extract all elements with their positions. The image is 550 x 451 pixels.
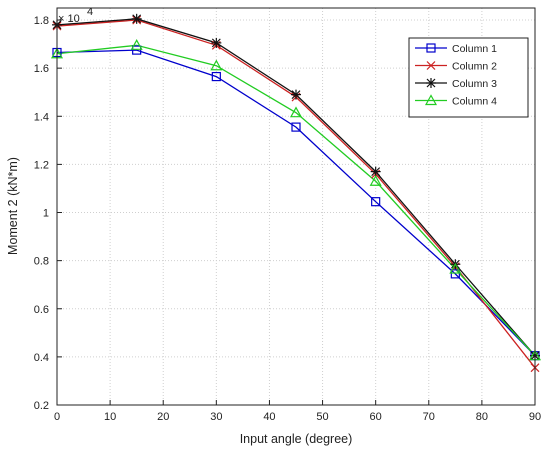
- axis-ticks: [56, 19, 536, 406]
- y-scale-base: × 10: [58, 13, 80, 25]
- series-4-point: [369, 175, 382, 186]
- y-tick-label: 1: [43, 208, 49, 220]
- x-tick-label: 30: [210, 411, 222, 423]
- series-1-point: [291, 122, 301, 132]
- y-tick-label: 1.2: [34, 159, 49, 171]
- series-3-point: [131, 13, 142, 24]
- series-1-point: [211, 71, 221, 82]
- x-tick-label: 40: [263, 411, 275, 423]
- series-4-point: [210, 59, 223, 71]
- series-4-point: [130, 39, 143, 50]
- legend-swatch-marker: [426, 43, 436, 53]
- x-tick-label: 90: [529, 411, 541, 423]
- legend-label: Column 3: [452, 78, 497, 90]
- y-axis-title: Moment 2 (kN*m): [6, 157, 20, 255]
- y-tick-labels: 0.2 0.4 0.6 0.8 1 1.2 1.4 1.6 1.8: [34, 15, 49, 412]
- legend: Column 1 Column 2 Column 3 Column 4: [408, 37, 529, 118]
- x-axis-title: Input angle (degree): [240, 432, 353, 446]
- legend-label: Column 1: [452, 43, 497, 55]
- series-3-point: [211, 37, 222, 48]
- series-1-point: [450, 269, 460, 279]
- legend-box: [408, 37, 529, 118]
- legend-swatch-marker: [426, 61, 436, 70]
- x-tick-label: 0: [54, 411, 60, 423]
- legend-label: Column 4: [452, 96, 497, 108]
- series-1-point: [371, 197, 381, 207]
- plot-frame: [56, 7, 536, 406]
- y-tick-label: 0.2: [34, 400, 49, 412]
- series-4-point: [289, 106, 303, 118]
- x-tick-label: 60: [370, 411, 382, 423]
- x-tick-label: 10: [104, 411, 116, 423]
- x-tick-label: 70: [423, 411, 435, 423]
- legend-swatch-marker: [426, 78, 436, 88]
- series-3-point: [370, 166, 381, 177]
- series-1-point: [132, 45, 142, 55]
- legend-label: Column 2: [452, 61, 497, 73]
- y-tick-label: 0.8: [34, 256, 49, 268]
- series-line-1: [56, 49, 536, 357]
- series-3-point: [291, 89, 301, 100]
- y-tick-label: 1.6: [34, 63, 49, 75]
- x-tick-labels: 0 10 20 30 40 50 60 70 80 90: [54, 411, 541, 423]
- legend-swatch-marker: [424, 94, 438, 106]
- y-tick-label: 0.4: [34, 352, 49, 364]
- y-tick-label: 1.8: [34, 15, 49, 27]
- x-tick-label: 20: [157, 411, 169, 423]
- x-tick-label: 50: [316, 411, 328, 423]
- series-4-point: [449, 262, 462, 274]
- y-scale-exponent: 4: [87, 6, 93, 18]
- y-tick-label: 1.4: [34, 111, 49, 123]
- x-tick-label: 80: [476, 411, 488, 423]
- y-tick-label: 0.6: [34, 304, 49, 316]
